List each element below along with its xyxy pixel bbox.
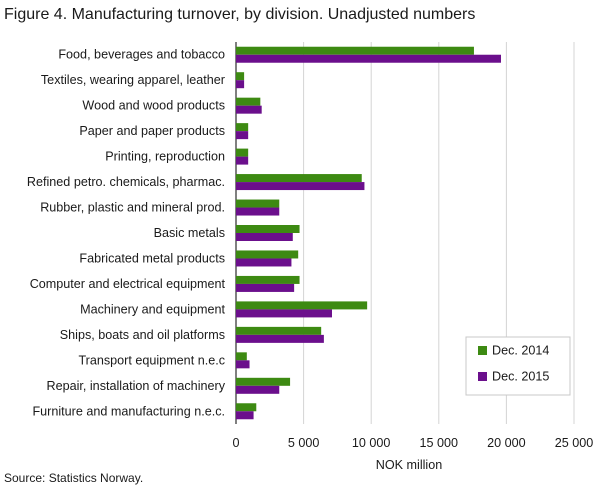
category-label: Furniture and manufacturing n.e.c.	[32, 404, 225, 418]
bar-series	[236, 46, 501, 420]
category-label: Transport equipment n.e.c	[78, 353, 225, 367]
bar	[236, 258, 292, 267]
x-tick-label: 10 000	[352, 436, 391, 450]
bar	[236, 309, 332, 318]
x-tick-label: 0	[232, 436, 239, 450]
bar	[236, 207, 280, 216]
x-axis-ticks: 0 5 000 10 000 15 000 20 000 25 000	[232, 436, 593, 450]
category-labels: Food, beverages and tobacco Textiles, wea…	[27, 48, 226, 419]
x-tick-label: 20 000	[487, 436, 526, 450]
category-label: Textiles, wearing apparel, leather	[41, 73, 225, 87]
bar	[236, 182, 365, 191]
bar	[236, 352, 247, 361]
bar	[236, 199, 280, 208]
category-label: Refined petro. chemicals, pharmac.	[27, 175, 225, 189]
legend-label: Dec. 2015	[492, 370, 549, 384]
bar	[236, 275, 300, 284]
bar	[236, 377, 291, 386]
bar	[236, 97, 261, 106]
category-label: Paper and paper products	[79, 124, 225, 138]
bar	[236, 72, 245, 81]
bar	[236, 301, 368, 310]
bar	[236, 174, 362, 183]
category-label: Ships, boats and oil platforms	[60, 328, 225, 342]
bar	[236, 80, 245, 89]
legend-swatch	[478, 372, 487, 381]
category-label: Machinery and equipment	[80, 302, 225, 316]
bar	[236, 360, 250, 369]
bar	[236, 411, 254, 420]
bar	[236, 250, 299, 259]
bar	[236, 225, 300, 233]
x-axis-title: NOK million	[376, 458, 442, 472]
category-label: Rubber, plastic and mineral prod.	[40, 201, 225, 215]
bar	[236, 385, 280, 394]
bar	[236, 156, 249, 165]
bar	[236, 283, 295, 292]
x-tick-label: 15 000	[420, 436, 459, 450]
legend-swatch	[478, 346, 487, 355]
category-label: Wood and wood products	[82, 99, 225, 113]
bar	[236, 131, 249, 140]
source-note: Source: Statistics Norway.	[4, 471, 144, 485]
legend-label: Dec. 2014	[492, 344, 549, 358]
category-label: Repair, installation of machinery	[46, 379, 225, 393]
x-tick-label: 25 000	[555, 436, 594, 450]
category-label: Computer and electrical equipment	[30, 277, 226, 291]
bar	[236, 233, 293, 241]
x-tick-label: 5 000	[288, 436, 320, 450]
bar	[236, 334, 324, 343]
bar	[236, 326, 322, 335]
category-label: Fabricated metal products	[79, 251, 225, 265]
category-label: Printing, reproduction	[105, 150, 225, 164]
bar	[236, 148, 249, 157]
legend: Dec. 2014 Dec. 2015	[465, 336, 571, 396]
bar	[236, 105, 262, 114]
bar	[236, 123, 249, 132]
category-label: Basic metals	[154, 226, 225, 240]
bar	[236, 54, 501, 63]
bar	[236, 46, 474, 55]
bar	[236, 403, 257, 412]
chart-title: Figure 4. Manufacturing turnover, by div…	[4, 6, 476, 23]
category-label: Food, beverages and tobacco	[58, 48, 225, 62]
